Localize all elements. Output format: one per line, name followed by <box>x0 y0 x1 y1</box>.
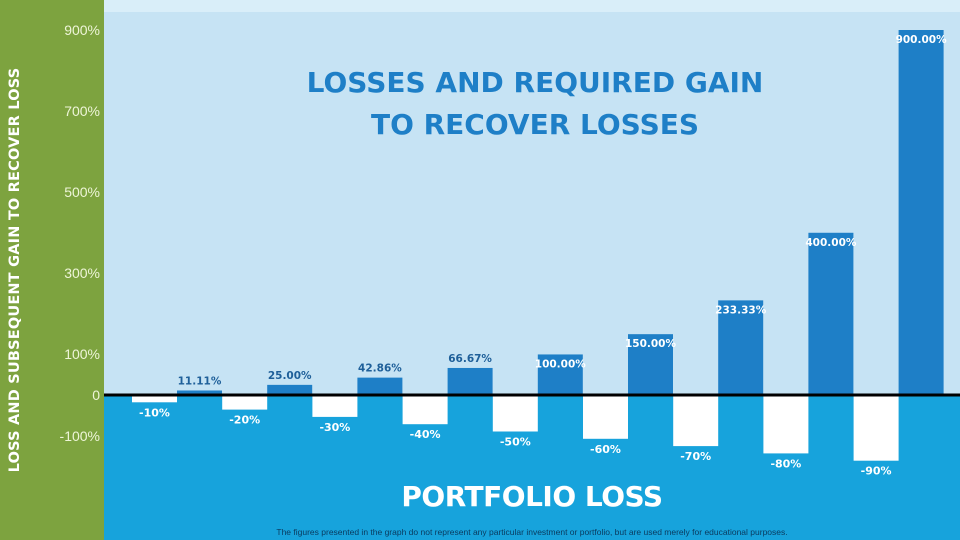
y-tick-label: 300% <box>64 265 100 282</box>
loss-bar <box>853 395 899 461</box>
gain-bar <box>267 384 313 395</box>
loss-bar <box>312 395 358 417</box>
gain-bar-label: 25.00% <box>268 370 312 382</box>
loss-bar <box>402 395 448 425</box>
y-axis-band: LOSS AND SUBSEQUENT GAIN TO RECOVER LOSS <box>0 0 104 540</box>
bottom-band <box>104 466 960 540</box>
gain-bar-label: 900.00% <box>896 34 948 46</box>
gain-bar <box>898 30 944 395</box>
chart-title: LOSSES AND REQUIRED GAIN TO RECOVER LOSS… <box>290 62 780 146</box>
loss-bar-label: -20% <box>229 414 260 427</box>
loss-bar <box>132 395 177 403</box>
gain-bar <box>718 300 764 395</box>
y-tick-label: 700% <box>64 103 100 120</box>
y-tick-label: 900% <box>64 22 100 38</box>
gain-bar-label: 400.00% <box>805 237 857 249</box>
loss-bar <box>763 395 809 454</box>
gain-bar-label: 100.00% <box>535 358 587 370</box>
loss-bar-label: -50% <box>500 436 531 449</box>
y-tick-label: 500% <box>64 184 100 201</box>
loss-bar-label: -40% <box>410 428 441 441</box>
gain-bar <box>447 367 493 395</box>
gain-bar <box>628 334 673 395</box>
footnote: The figures presented in the graph do no… <box>276 527 788 537</box>
loss-bar <box>492 395 538 432</box>
loss-bar <box>222 395 268 410</box>
gain-bar-label: 42.86% <box>358 363 402 375</box>
y-tick-label: 100% <box>64 346 100 363</box>
gain-bar <box>357 377 403 395</box>
gain-bar-label: 66.67% <box>448 353 492 365</box>
loss-bar-label: -90% <box>861 465 892 478</box>
chart-title-line-1: LOSSES AND REQUIRED GAIN <box>306 66 764 99</box>
gain-bar-label: 233.33% <box>715 304 767 316</box>
loss-bar <box>673 395 719 447</box>
chart-title-line-2: TO RECOVER LOSSES <box>370 108 700 141</box>
loss-bar <box>583 395 628 439</box>
y-tick-label: 0 <box>92 387 100 403</box>
gain-bar <box>808 232 854 395</box>
x-axis-label: PORTFOLIO LOSS <box>401 480 663 513</box>
y-tick-label: -100% <box>59 427 100 444</box>
loss-bar-label: -70% <box>680 450 711 463</box>
gain-bar-label: 150.00% <box>625 338 677 350</box>
loss-bar-label: -60% <box>590 443 621 456</box>
plot-top-strip <box>104 0 960 12</box>
gain-bar <box>537 354 583 395</box>
loss-bar-label: -10% <box>139 406 170 419</box>
gain-bar <box>177 390 222 395</box>
loss-bar-label: -80% <box>770 457 801 470</box>
gain-bar-label: 11.11% <box>178 375 222 387</box>
loss-bar-label: -30% <box>319 421 350 434</box>
